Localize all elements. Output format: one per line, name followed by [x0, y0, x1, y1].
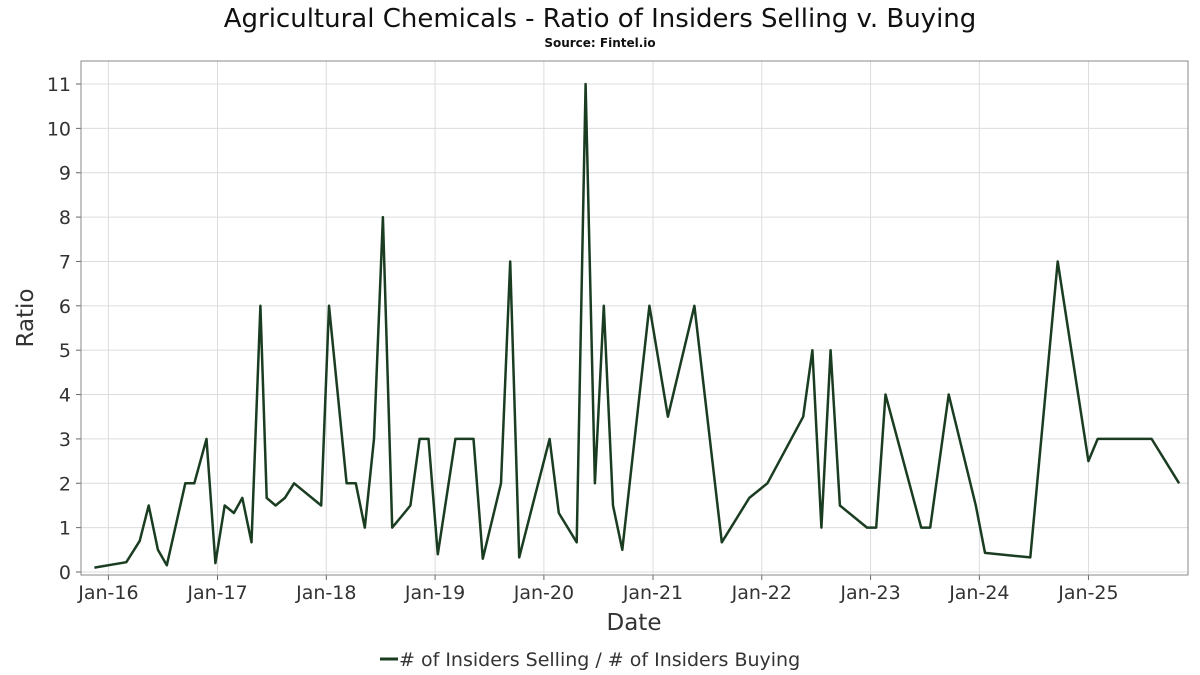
gridlines	[81, 61, 1188, 575]
y-tick-label: 10	[47, 118, 71, 140]
y-tick-label: 8	[59, 207, 71, 229]
x-tick-label: Jan-16	[77, 582, 138, 604]
y-axis-label: Ratio	[13, 288, 39, 347]
x-tick-label: Jan-18	[295, 582, 356, 604]
chart-subtitle: Source: Fintel.io	[544, 36, 655, 50]
x-axis-ticks: Jan-16 Jan-17 Jan-18 Jan-19 Jan-20 Jan-21 Jan-…	[77, 575, 1119, 604]
y-tick-label: 6	[59, 296, 71, 318]
y-tick-label: 1	[59, 518, 71, 540]
legend: # of Insiders Selling / # of Insiders Bu…	[380, 649, 800, 671]
y-tick-label: 0	[59, 562, 71, 584]
y-tick-label: 5	[59, 340, 71, 362]
x-tick-label: Jan-19	[404, 582, 465, 604]
y-tick-label: 4	[59, 385, 71, 407]
y-tick-label: 7	[59, 251, 71, 273]
x-axis-label: Date	[607, 610, 662, 636]
y-axis-ticks: 0 1 2 3 4 5 6 7 8 9 10 11	[47, 74, 81, 584]
x-tick-label: Jan-25	[1057, 582, 1118, 604]
series-line	[94, 82, 1181, 569]
legend-label: # of Insiders Selling / # of Insiders Bu…	[399, 649, 800, 671]
y-tick-label: 2	[59, 473, 71, 495]
x-tick-label: Jan-20	[513, 582, 574, 604]
x-tick-label: Jan-22	[731, 582, 792, 604]
x-tick-label: Jan-17	[186, 582, 247, 604]
plot-frame	[80, 60, 1189, 576]
y-tick-label: 9	[59, 163, 71, 185]
y-tick-label: 3	[59, 429, 71, 451]
x-tick-label: Jan-21	[622, 582, 683, 604]
x-tick-label: Jan-23	[839, 582, 900, 604]
series-lines	[94, 82, 1181, 569]
chart-title: Agricultural Chemicals - Ratio of Inside…	[224, 4, 977, 34]
y-tick-label: 11	[47, 74, 71, 96]
x-tick-label: Jan-24	[948, 582, 1009, 604]
